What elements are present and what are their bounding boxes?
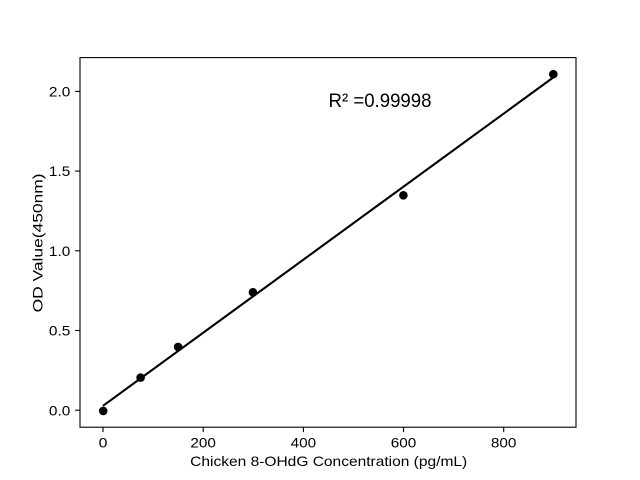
- svg-text:0: 0: [99, 435, 108, 451]
- svg-text:600: 600: [391, 435, 417, 451]
- svg-text:400: 400: [291, 435, 317, 451]
- svg-text:200: 200: [190, 435, 216, 451]
- svg-text:800: 800: [491, 435, 517, 451]
- svg-text:2.0: 2.0: [49, 84, 71, 100]
- svg-text:0.5: 0.5: [49, 323, 71, 339]
- svg-text:0.0: 0.0: [49, 402, 71, 418]
- svg-text:OD Value(450nm): OD Value(450nm): [30, 173, 46, 312]
- svg-text:1.0: 1.0: [49, 243, 71, 259]
- svg-text:Chicken 8-OHdG Concentration (: Chicken 8-OHdG Concentration (pg/mL): [190, 453, 467, 469]
- svg-text:1.5: 1.5: [49, 163, 71, 179]
- svg-text:R² =0.99998: R² =0.99998: [329, 90, 432, 112]
